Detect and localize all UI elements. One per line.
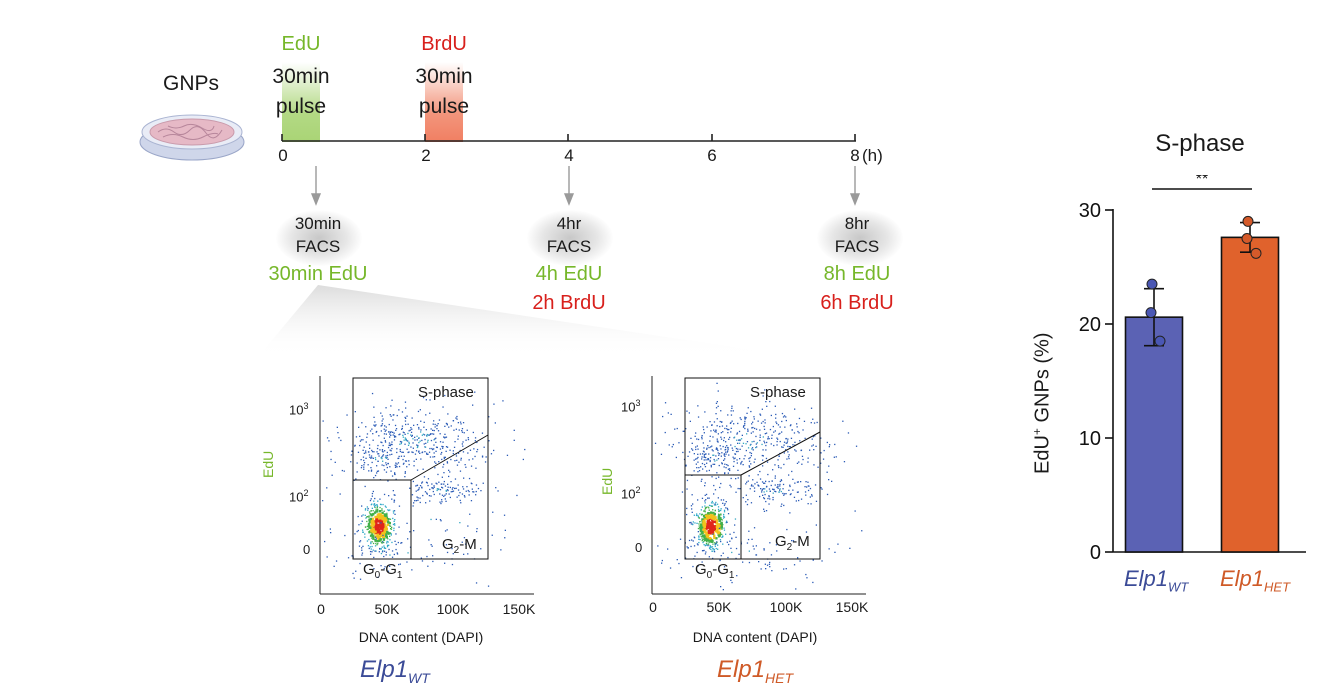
flow-xlabel: DNA content (DAPI): [358, 629, 484, 645]
xtick-150k: 150K: [835, 599, 869, 615]
timeline-unit: (h): [862, 146, 883, 165]
facs-3-edu: 8h EdU: [823, 263, 891, 285]
y-tick-label: 10: [1079, 428, 1101, 450]
ytick-100: 102: [621, 485, 641, 502]
bar-0: [1124, 316, 1184, 553]
facs-3-label: FACS: [834, 237, 880, 256]
culture-dish-icon: [139, 114, 245, 161]
facs-highlight-1: [276, 210, 362, 266]
flow-xlabel: DNA content (DAPI): [692, 629, 818, 645]
facs-2-brdu: 2h BrdU: [532, 292, 606, 314]
gate-g0g1-label: G0-G1: [363, 561, 402, 581]
ytick-1000: 103: [289, 401, 309, 418]
gate-lines: [352, 377, 489, 560]
g0g1-sub1: 0: [374, 570, 381, 581]
xtick-0: 0: [649, 599, 657, 615]
facs-3-time: 8hr: [844, 214, 870, 233]
data-point: [1242, 215, 1254, 227]
edu-duration-label: 30min: [272, 65, 330, 88]
edu-pulse-marker: [282, 62, 320, 142]
xtick-150k: 150K: [502, 601, 536, 617]
flow-plot-het-area: [651, 376, 866, 595]
gate-s-phase-label: S-phase: [750, 384, 806, 401]
bar-chart-plot: 0 10 20 30 **: [1079, 175, 1306, 564]
bar-category-wt: Elp1WT: [1124, 566, 1189, 595]
flow-axes: [651, 376, 866, 595]
significance-label: **: [1196, 175, 1208, 188]
y-tick-label: 0: [1090, 542, 1101, 564]
brdu-pulse-marker: [425, 62, 463, 142]
facs-2-time: 4hr: [556, 214, 582, 233]
facs-1-label: FACS: [295, 237, 341, 256]
chart-title: S-phase: [1155, 130, 1245, 157]
facs-2-edu: 4h EdU: [535, 263, 603, 285]
flow-plot-wt-area: [319, 376, 534, 595]
xtick-100k: 100K: [436, 601, 470, 617]
ytick-0: 0: [303, 542, 311, 557]
g0g1-mid: -G: [380, 561, 397, 578]
brdu-duration-label: 30min: [415, 65, 473, 88]
timeline-tick-4: 4: [564, 146, 574, 165]
facs-3-brdu: 6h BrdU: [820, 292, 894, 314]
edu-reagent-label: EdU: [281, 33, 321, 55]
ytick-0: 0: [635, 540, 643, 555]
zoom-projection: [258, 285, 800, 357]
gate-s-phase-label: S-phase: [418, 384, 474, 401]
flow-axes: [319, 376, 534, 595]
facs-arrows: [310, 166, 861, 206]
flow-ylabel: EdU: [260, 450, 276, 478]
facs-1-edu: 30min EdU: [268, 263, 368, 285]
bar-category-het: Elp1HET: [1220, 566, 1291, 595]
data-point: [1146, 278, 1158, 290]
g0g1-g: G: [363, 561, 375, 578]
data-point: [1241, 233, 1253, 244]
xtick-100k: 100K: [769, 599, 803, 615]
facs-highlight-3: [817, 210, 903, 266]
timeline-axis: [281, 134, 856, 142]
facs-2-label: FACS: [546, 237, 592, 256]
xtick-0: 0: [317, 601, 325, 617]
y-tick-label: 20: [1079, 314, 1101, 336]
bar-1: [1220, 236, 1280, 553]
genotype-label-wt: Elp1WT: [360, 656, 430, 686]
timeline-tick-2: 2: [421, 146, 431, 165]
scatter-dots: [322, 391, 526, 587]
ytick-1000: 103: [621, 398, 641, 415]
timeline-tick-8: 8: [850, 146, 860, 165]
g2m-sub: 2: [453, 545, 460, 556]
timeline-tick-6: 6: [707, 146, 717, 165]
brdu-pulse-label: pulse: [418, 95, 470, 118]
edu-pulse-label: pulse: [275, 95, 327, 118]
g0g1-sub2: 1: [396, 570, 403, 581]
xtick-50k: 50K: [706, 599, 732, 615]
data-point: [1154, 335, 1166, 347]
flow-ylabel: EdU: [599, 467, 615, 495]
data-point: [1250, 247, 1262, 259]
brdu-reagent-label: BrdU: [421, 33, 467, 55]
facs-highlight-2: [527, 210, 613, 266]
gate-lines: [684, 377, 821, 560]
data-point: [1145, 307, 1157, 319]
culture-label: GNPs: [162, 72, 220, 95]
scatter-dots: [654, 382, 863, 591]
genotype-label-het: Elp1HET: [717, 656, 794, 686]
timeline-tick-0: 0: [278, 146, 288, 165]
chart-ylabel: EdU+ GNPs (%): [1030, 332, 1054, 474]
xtick-50k: 50K: [374, 601, 400, 617]
gate-g2m-label: G2-M: [442, 536, 477, 556]
facs-1-time: 30min: [294, 214, 342, 233]
g2m-g: G: [442, 536, 454, 553]
y-tick-label: 30: [1079, 200, 1101, 222]
gate-g0g1-label: G0-G1: [695, 561, 735, 581]
g2m-rest: -M: [459, 536, 477, 553]
gate-g2m-label: G2-M: [775, 533, 810, 553]
ytick-100: 102: [289, 488, 309, 505]
